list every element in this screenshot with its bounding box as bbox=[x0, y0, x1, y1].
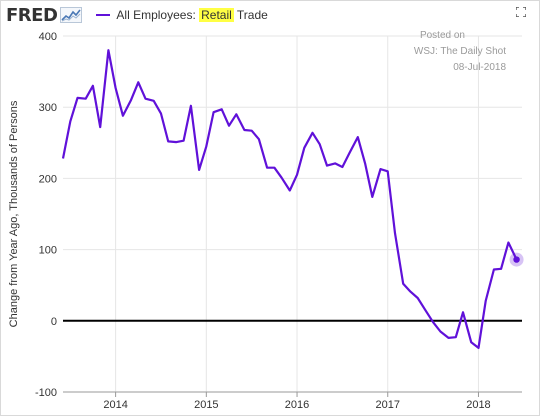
fred-logo[interactable]: FRED bbox=[6, 4, 58, 26]
x-tick-label: 2018 bbox=[466, 399, 490, 411]
data-point[interactable] bbox=[302, 146, 306, 150]
data-point[interactable] bbox=[492, 268, 496, 272]
data-point[interactable] bbox=[408, 290, 412, 294]
y-tick-label: 400 bbox=[39, 31, 57, 43]
last-point-marker[interactable] bbox=[513, 256, 520, 263]
legend-prefix: All Employees: bbox=[116, 8, 200, 22]
x-tick-label: 2016 bbox=[285, 399, 309, 411]
y-tick-label: 300 bbox=[39, 102, 57, 114]
source-label: WSJ: The Daily Shot bbox=[414, 46, 506, 57]
data-point[interactable] bbox=[416, 296, 420, 300]
data-point[interactable] bbox=[469, 340, 473, 344]
y-tick-label: 100 bbox=[39, 245, 57, 257]
data-point[interactable] bbox=[454, 335, 458, 339]
data-point[interactable] bbox=[431, 320, 435, 324]
data-point[interactable] bbox=[76, 96, 80, 100]
data-point[interactable] bbox=[295, 173, 299, 177]
data-point[interactable] bbox=[499, 267, 503, 271]
data-point[interactable] bbox=[401, 282, 405, 286]
data-point[interactable] bbox=[129, 98, 133, 102]
data-point[interactable] bbox=[370, 195, 374, 199]
data-point[interactable] bbox=[340, 165, 344, 169]
data-point[interactable] bbox=[182, 139, 186, 143]
data-point[interactable] bbox=[98, 125, 102, 129]
data-point[interactable] bbox=[386, 169, 390, 173]
data-point[interactable] bbox=[288, 189, 292, 193]
data-point[interactable] bbox=[212, 110, 216, 114]
data-point[interactable] bbox=[121, 114, 125, 118]
data-point[interactable] bbox=[106, 48, 110, 52]
chart-header: FRED All Employees: Retail Trade bbox=[6, 2, 268, 28]
data-point[interactable] bbox=[189, 104, 193, 108]
data-point[interactable] bbox=[257, 137, 261, 141]
data-point[interactable] bbox=[325, 164, 329, 168]
data-point[interactable] bbox=[61, 156, 65, 160]
data-point[interactable] bbox=[378, 167, 382, 171]
legend-suffix: Trade bbox=[233, 8, 268, 22]
data-point[interactable] bbox=[91, 84, 95, 88]
date-label: 08-Jul-2018 bbox=[453, 62, 506, 73]
data-point[interactable] bbox=[84, 97, 88, 101]
y-tick-label: -100 bbox=[35, 387, 57, 399]
data-point[interactable] bbox=[424, 309, 428, 313]
data-point[interactable] bbox=[356, 135, 360, 139]
x-tick-label: 2015 bbox=[194, 399, 218, 411]
posted-on-label: Posted on bbox=[420, 30, 465, 41]
data-point[interactable] bbox=[227, 124, 231, 128]
data-point[interactable] bbox=[174, 140, 178, 144]
legend-highlight: Retail bbox=[199, 8, 234, 22]
data-point[interactable] bbox=[476, 346, 480, 350]
x-tick-label: 2017 bbox=[376, 399, 400, 411]
data-point[interactable] bbox=[348, 151, 352, 155]
data-point[interactable] bbox=[136, 80, 140, 84]
data-point[interactable] bbox=[461, 310, 465, 314]
data-point[interactable] bbox=[310, 131, 314, 135]
data-point[interactable] bbox=[68, 119, 72, 123]
series-line bbox=[61, 49, 518, 349]
data-point[interactable] bbox=[234, 112, 238, 116]
data-point[interactable] bbox=[363, 161, 367, 165]
y-axis-label: Change from Year Ago, Thousands of Perso… bbox=[8, 100, 20, 327]
legend-label: All Employees: Retail Trade bbox=[116, 8, 268, 22]
data-point[interactable] bbox=[265, 166, 269, 170]
data-point[interactable] bbox=[447, 336, 451, 340]
legend-swatch bbox=[96, 14, 111, 16]
data-point[interactable] bbox=[144, 97, 148, 101]
data-point[interactable] bbox=[152, 99, 156, 103]
data-point[interactable] bbox=[393, 231, 397, 235]
data-point[interactable] bbox=[506, 240, 510, 244]
y-tick-label: 0 bbox=[51, 316, 57, 328]
data-point[interactable] bbox=[484, 299, 488, 303]
data-point[interactable] bbox=[166, 139, 170, 143]
data-point[interactable] bbox=[280, 176, 284, 180]
data-point[interactable] bbox=[114, 86, 118, 90]
data-point[interactable] bbox=[318, 142, 322, 146]
data-point[interactable] bbox=[220, 107, 224, 111]
data-point[interactable] bbox=[159, 112, 163, 116]
fred-line-graph-icon bbox=[60, 7, 83, 23]
data-point[interactable] bbox=[438, 329, 442, 333]
data-point[interactable] bbox=[333, 161, 337, 165]
data-point[interactable] bbox=[204, 144, 208, 148]
data-point[interactable] bbox=[242, 128, 246, 132]
data-point[interactable] bbox=[250, 129, 254, 133]
data-point[interactable] bbox=[197, 168, 201, 172]
y-tick-label: 200 bbox=[39, 173, 57, 185]
data-point[interactable] bbox=[272, 166, 276, 170]
x-tick-label: 2014 bbox=[103, 399, 127, 411]
